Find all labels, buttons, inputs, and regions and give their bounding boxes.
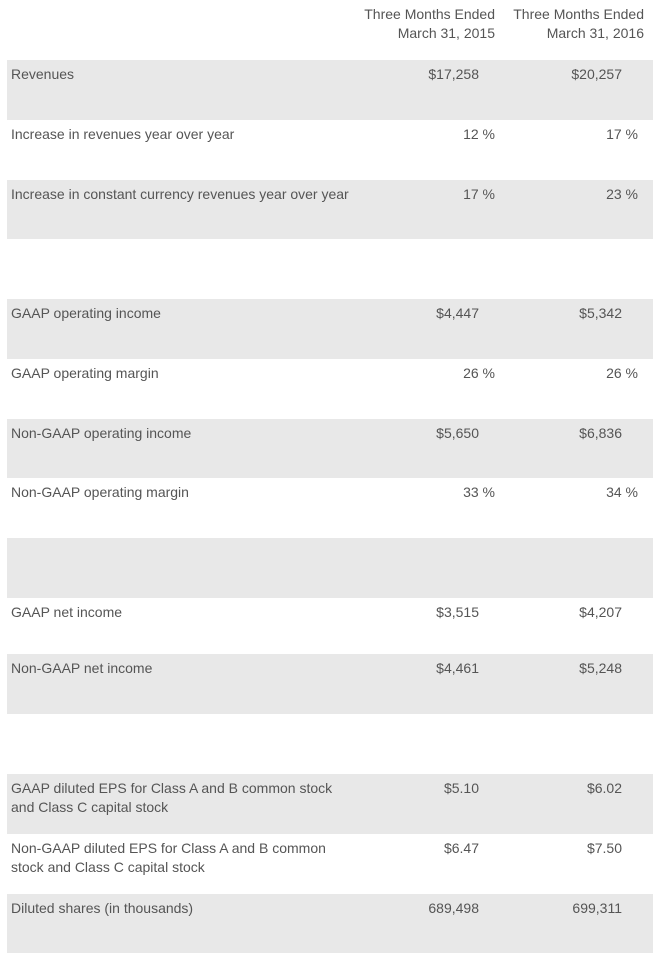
table-row: Diluted shares (in thousands) 689,498 69… [7,894,653,953]
table-row: Non-GAAP net income $4,461 $5,248 [7,654,653,714]
value-2016: 17 % [606,126,638,142]
value-2015: 17 % [463,186,495,202]
table-row: Non-GAAP diluted EPS for Class A and B c… [7,834,653,894]
row-label: Non-GAAP net income [7,654,356,714]
value-2015: $6.47 [443,840,479,856]
row-label: Increase in revenues year over year [11,126,235,142]
table-row-spacer [7,538,653,598]
value-2016: $7.50 [586,840,622,856]
table-row: GAAP operating margin 26 % 26 % [7,359,653,419]
row-label: Non-GAAP operating margin [11,484,189,500]
row-label: Diluted shares (in thousands) [7,894,356,953]
value-2016 [503,239,653,244]
row-label [7,714,356,774]
value-2016: $20,257 [571,66,622,82]
value-2016 [503,714,653,719]
value-2015: $5,650 [436,425,479,441]
value-2015: 12 % [463,126,495,142]
row-label [7,538,356,598]
value-2016: $5,248 [579,660,622,676]
row-label: GAAP net income [11,604,123,620]
value-2016: 34 % [606,484,638,500]
table-row-spacer [7,714,653,774]
value-2016: 26 % [606,365,638,381]
value-2016 [503,538,653,543]
column-header-2015: Three Months Ended March 31, 2015 [364,5,495,43]
row-label: GAAP diluted EPS for Class A and B commo… [7,774,356,834]
row-label: GAAP operating income [7,299,356,359]
column-header-2016: Three Months Ended March 31, 2016 [513,5,644,43]
value-2015: $5.10 [443,780,479,796]
table-header: Three Months Ended March 31, 2015 Three … [0,0,655,60]
table-row-spacer [7,239,653,299]
value-2016: $5,342 [579,305,622,321]
value-2015 [356,239,503,244]
table-row: Revenues $17,258 $20,257 [7,60,653,120]
value-2015: 33 % [463,484,495,500]
table-row: GAAP operating income $4,447 $5,342 [7,299,653,359]
value-2015: $4,447 [436,305,479,321]
row-label: Increase in constant currency revenues y… [7,180,356,239]
column-header-2015-line1: Three Months Ended [364,6,495,22]
value-2015: 26 % [463,365,495,381]
column-header-2015-line2: March 31, 2015 [397,25,495,41]
value-2015: 689,498 [428,900,479,916]
column-header-2016-line1: Three Months Ended [513,6,644,22]
value-2016: $6.02 [586,780,622,796]
row-label: Non-GAAP operating income [7,419,356,478]
value-2015: $3,515 [436,604,479,620]
financial-summary-table: Revenues $17,258 $20,257 Increase in rev… [7,60,653,953]
row-label: GAAP operating margin [11,365,159,381]
table-row: Non-GAAP operating income $5,650 $6,836 [7,419,653,478]
table-row: Increase in constant currency revenues y… [7,180,653,239]
table-row: GAAP diluted EPS for Class A and B commo… [7,774,653,834]
value-2015: $17,258 [428,66,479,82]
row-label: Revenues [7,60,356,120]
table-row: Increase in revenues year over year 12 %… [7,120,653,180]
value-2015 [356,714,503,719]
row-label [7,239,356,299]
table-row: Non-GAAP operating margin 33 % 34 % [7,478,653,538]
value-2016: 699,311 [572,900,622,916]
value-2016: 23 % [606,186,638,202]
value-2015 [356,538,503,543]
row-label: Non-GAAP diluted EPS for Class A and B c… [11,840,326,875]
column-header-2016-line2: March 31, 2016 [546,25,644,41]
table-row: GAAP net income $3,515 $4,207 [7,598,653,654]
value-2016: $6,836 [579,425,622,441]
value-2016: $4,207 [579,604,622,620]
value-2015: $4,461 [436,660,479,676]
